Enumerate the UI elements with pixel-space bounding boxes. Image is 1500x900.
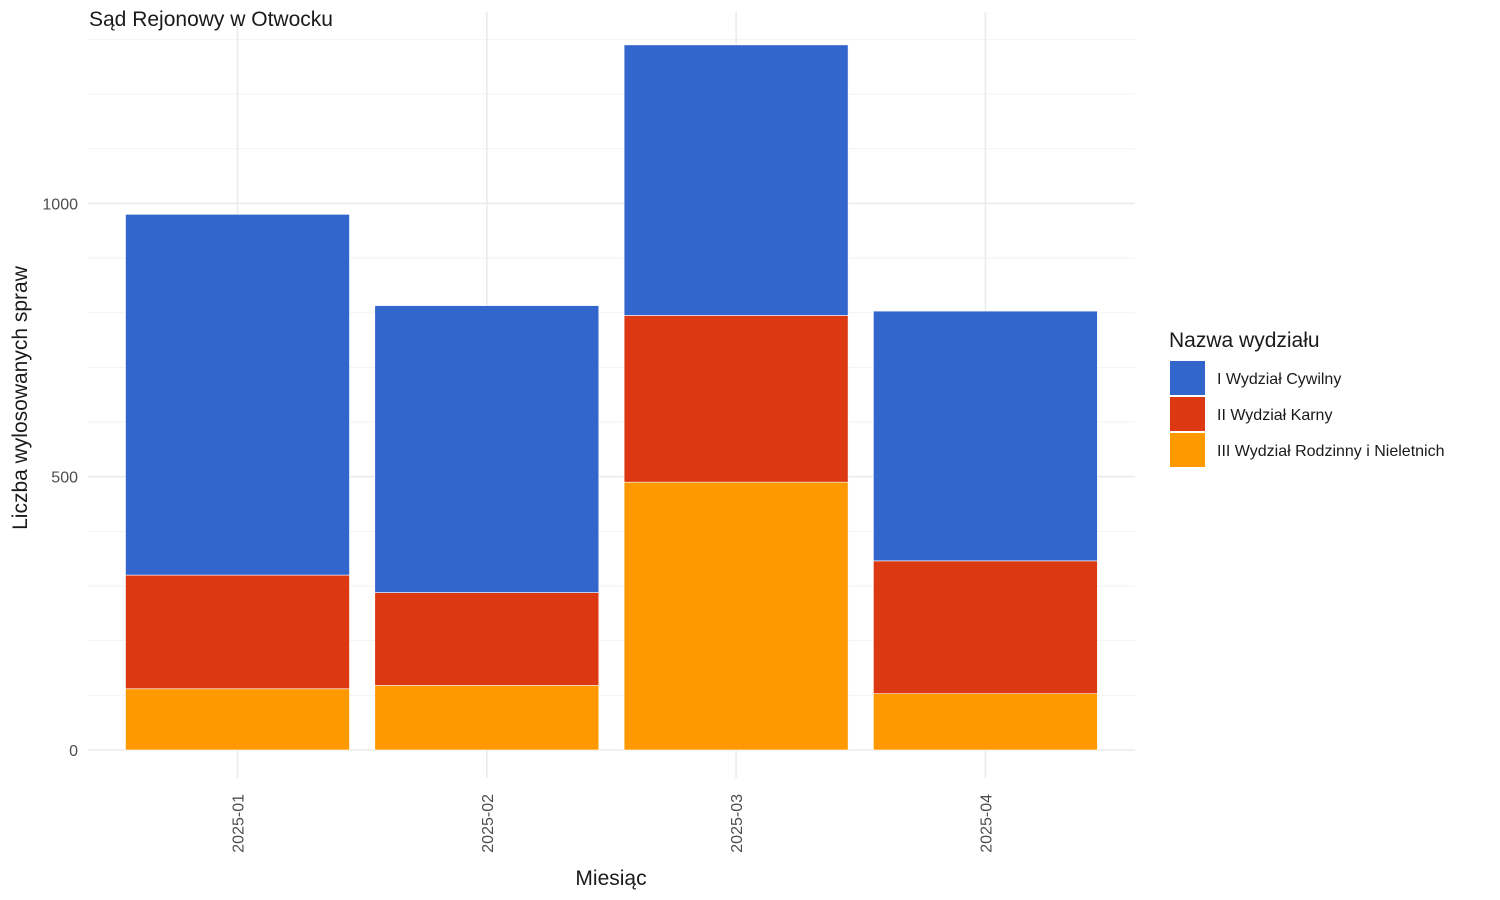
bar-segment [125, 688, 350, 751]
bar-segment [873, 693, 1098, 751]
y-axis-title: Liczba wylosowanych spraw [9, 265, 32, 530]
legend-swatch [1170, 433, 1205, 467]
legend-swatch [1170, 397, 1205, 431]
y-tick-label: 500 [51, 470, 78, 487]
x-tick-label: 2025-02 [480, 794, 497, 853]
legend-swatch [1170, 361, 1205, 395]
legend: Nazwa wydziału I Wydział Cywilny II Wydzi… [1169, 329, 1445, 467]
legend-items: I Wydział Cywilny II Wydział Karny III Wyd… [1170, 361, 1445, 467]
legend-label: II Wydział Karny [1217, 407, 1332, 424]
bar-segment [374, 305, 600, 593]
x-tick-label: 2025-03 [729, 794, 746, 853]
bar-segment [374, 685, 600, 751]
bar-segment [873, 560, 1098, 695]
bar-segment [623, 481, 849, 751]
bar-segment [623, 315, 849, 483]
y-tick-label: 1000 [42, 196, 78, 213]
y-tick-label: 0 [69, 743, 78, 760]
legend-label: III Wydział Rodzinny i Nieletnich [1217, 443, 1445, 460]
x-tick-label: 2025-01 [231, 794, 248, 853]
x-tick-label: 2025-04 [978, 794, 995, 853]
x-axis-title: Miesiąc [575, 867, 646, 890]
bar-segment [125, 214, 350, 576]
bar-segment [374, 592, 600, 686]
y-axis-ticks: 0 500 1000 [42, 196, 78, 760]
bar-segment [125, 574, 350, 690]
legend-label: I Wydział Cywilny [1217, 371, 1341, 388]
bar-segment [873, 310, 1098, 562]
chart-title: Sąd Rejonowy w Otwocku [89, 8, 333, 31]
legend-title: Nazwa wydziału [1169, 329, 1320, 352]
bars [125, 44, 1098, 751]
bar-segment [623, 44, 849, 316]
x-axis-ticks: 2025-01 2025-02 2025-03 2025-04 [231, 794, 996, 853]
